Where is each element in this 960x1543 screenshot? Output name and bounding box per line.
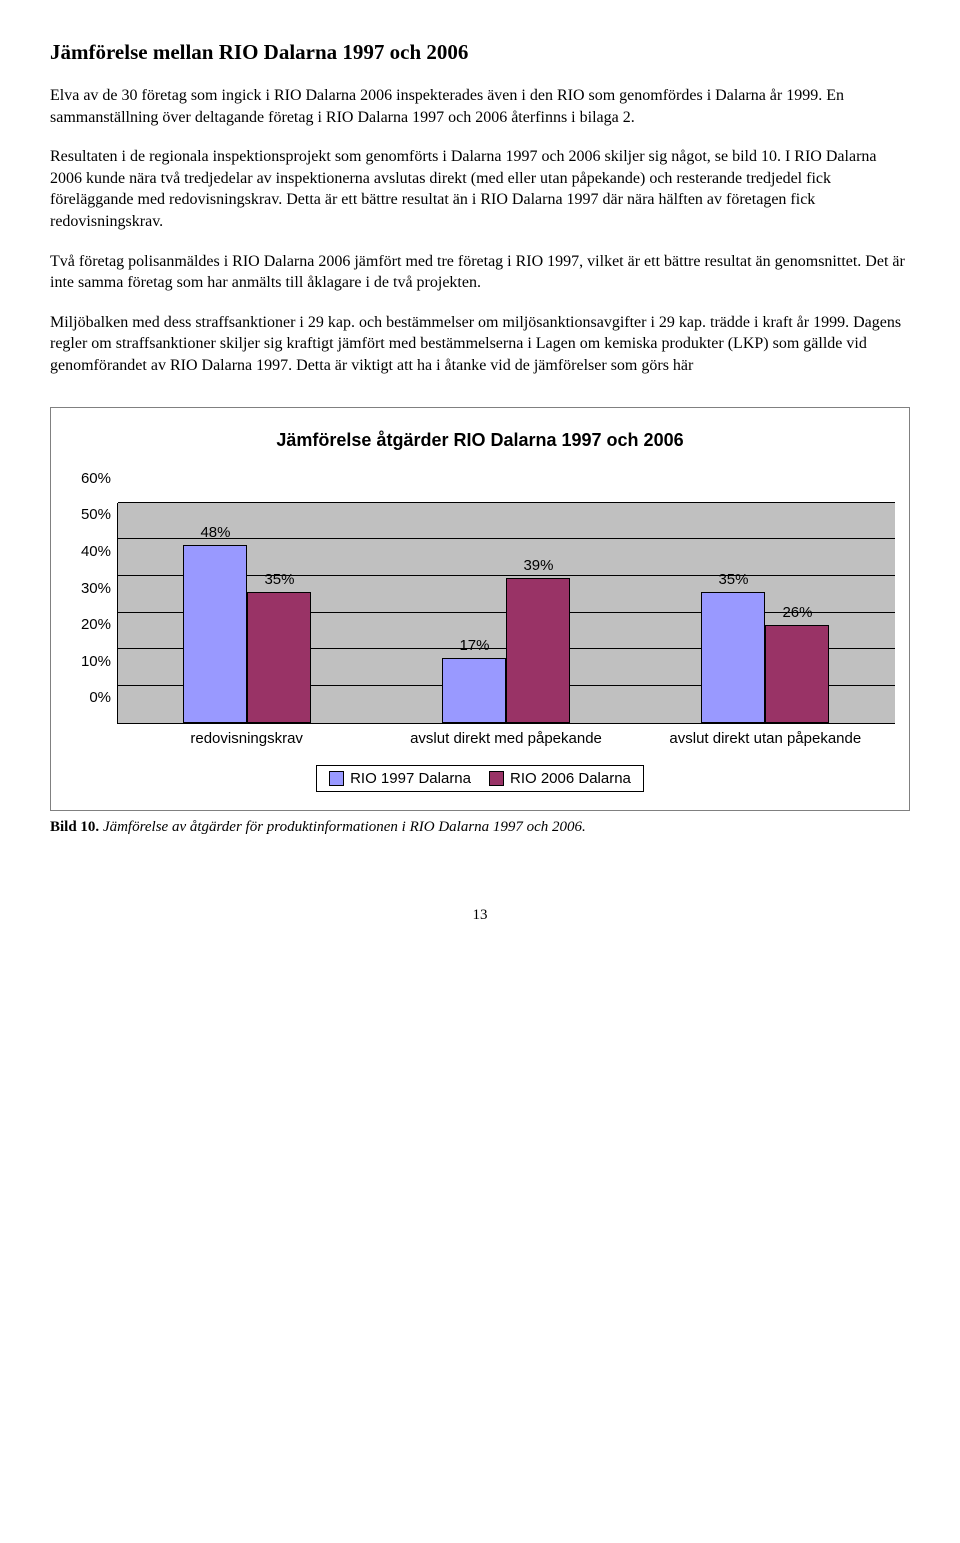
gridline xyxy=(118,538,895,539)
bar-value-label: 35% xyxy=(264,571,294,588)
legend-swatch xyxy=(489,771,504,786)
legend-label: RIO 2006 Dalarna xyxy=(510,770,631,787)
bar-value-label: 26% xyxy=(782,604,812,621)
bar: 26% xyxy=(765,625,829,722)
y-axis: 0% 10% 20% 30% 40% 50% 60% xyxy=(65,487,117,707)
plot-area: 48%35%17%39%35%26% xyxy=(117,503,895,724)
figure-caption: Bild 10. Jämförelse av åtgärder för prod… xyxy=(50,817,910,837)
bar-value-label: 35% xyxy=(718,571,748,588)
legend-item: RIO 2006 Dalarna xyxy=(489,770,631,787)
x-label: avslut direkt utan påpekande xyxy=(664,730,866,747)
bar-value-label: 39% xyxy=(523,557,553,574)
caption-italic: Jämförelse av åtgärder för produktinform… xyxy=(99,819,586,835)
legend-item: RIO 1997 Dalarna xyxy=(329,770,471,787)
page-number: 13 xyxy=(50,907,910,924)
chart-container: Jämförelse åtgärder RIO Dalarna 1997 och… xyxy=(50,407,910,811)
bar: 35% xyxy=(247,592,311,722)
bar-group: 35%26% xyxy=(664,592,866,722)
bar: 17% xyxy=(442,658,506,722)
body-paragraph: Miljöbalken med dess straffsanktioner i … xyxy=(50,312,910,377)
x-label: avslut direkt med påpekande xyxy=(405,730,607,747)
chart-body: 0% 10% 20% 30% 40% 50% 60% 48%35%17%39%3… xyxy=(65,487,895,747)
body-paragraph: Två företag polisanmäldes i RIO Dalarna … xyxy=(50,251,910,294)
x-label: redovisningskrav xyxy=(146,730,348,747)
bar: 48% xyxy=(183,545,247,723)
bar: 39% xyxy=(506,578,570,723)
chart-title: Jämförelse åtgärder RIO Dalarna 1997 och… xyxy=(65,430,895,451)
legend-swatch xyxy=(329,771,344,786)
gridline xyxy=(118,502,895,503)
chart-legend: RIO 1997 Dalarna RIO 2006 Dalarna xyxy=(316,765,644,792)
bar: 35% xyxy=(701,592,765,722)
bar-value-label: 48% xyxy=(200,524,230,541)
body-paragraph: Elva av de 30 företag som ingick i RIO D… xyxy=(50,85,910,128)
caption-bold: Bild 10. xyxy=(50,819,99,835)
bar-value-label: 17% xyxy=(459,637,489,654)
bar-group: 17%39% xyxy=(405,578,607,723)
body-paragraph: Resultaten i de regionala inspektionspro… xyxy=(50,146,910,232)
bar-group: 48%35% xyxy=(146,545,348,723)
x-axis-labels: redovisningskrav avslut direkt med påpek… xyxy=(117,730,895,747)
legend-label: RIO 1997 Dalarna xyxy=(350,770,471,787)
page-heading: Jämförelse mellan RIO Dalarna 1997 och 2… xyxy=(50,40,910,65)
